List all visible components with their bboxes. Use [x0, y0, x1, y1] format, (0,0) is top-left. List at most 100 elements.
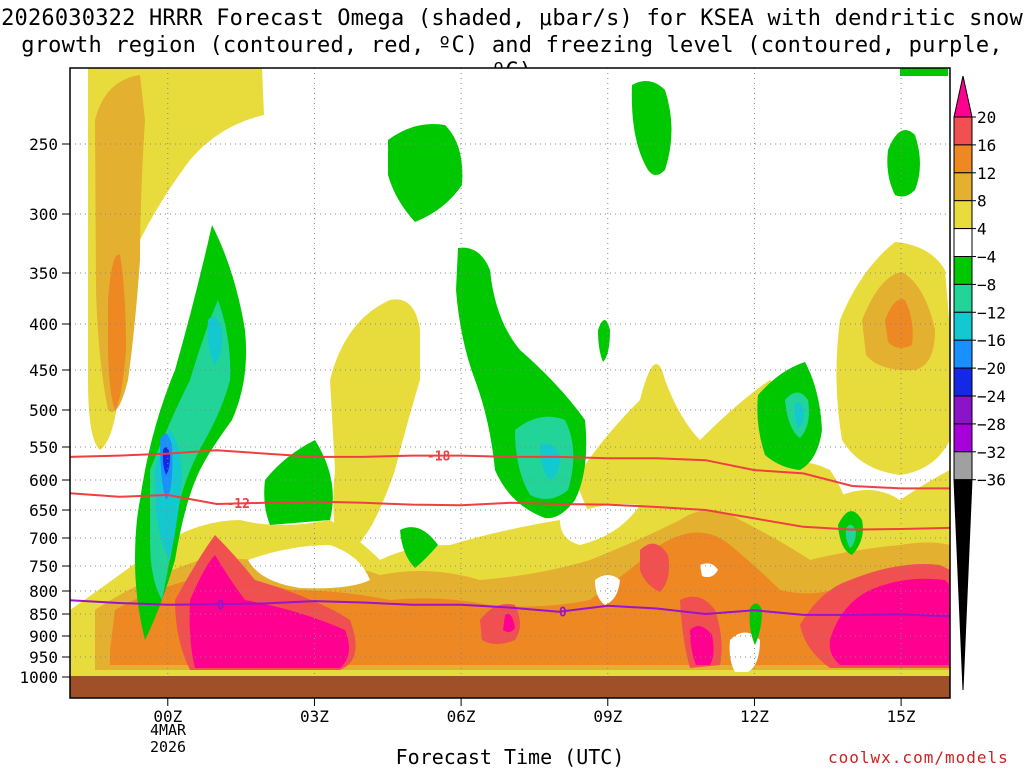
colorbar-swatch-6: [953, 256, 973, 285]
sm-gap-2: [560, 504, 640, 545]
y-tick-label-950: 950: [29, 648, 58, 667]
contour-label-freezing-level: 0: [559, 606, 567, 621]
ground-surface: [70, 676, 950, 698]
colorbar-swatch-10: [953, 367, 973, 397]
colorbar-swatch-3: [953, 172, 973, 202]
sm-mag-1500: [829, 578, 950, 665]
colorbar-swatch-7: [953, 283, 973, 313]
colorbar-bottom-triangle: [953, 479, 973, 691]
y-tick-label-650: 650: [29, 501, 58, 520]
omega-shading: [70, 68, 950, 698]
y-tick-label-400: 400: [29, 315, 58, 334]
chart-title-line-1: 2026030322 HRRR Forecast Omega (shaded, …: [1, 6, 1023, 31]
colorbar-label: 4: [977, 220, 987, 239]
temperature-contours: -18 -12 0 0: [70, 449, 950, 621]
sm-green-0500b: [400, 527, 438, 568]
contour-label--18C: -18: [427, 450, 451, 465]
contour-label--12C: -12: [226, 497, 249, 512]
colorbar-label: −16: [977, 331, 1006, 350]
x-tick-label-06Z: 06Z: [447, 707, 476, 726]
colorbar-label: 20: [977, 108, 996, 127]
x-tick-label-15Z: 15Z: [887, 707, 916, 726]
sm-gap-1: [248, 545, 370, 589]
sm-mag-0700: [503, 613, 515, 633]
colorbar-label: 12: [977, 164, 996, 183]
sm-green-0900: [598, 320, 610, 362]
sm-green-topright: [900, 68, 948, 76]
y-tick-label-450: 450: [29, 361, 58, 380]
date-label-year: 2026: [149, 738, 187, 756]
colorbar-top-triangle: [953, 75, 973, 118]
colorbar-label: −36: [977, 471, 1006, 490]
date-label: 4MAR 2026: [133, 722, 203, 756]
colorbar-swatch-1: [953, 116, 973, 146]
colorbar: 20 16 12 8 4 −4 −8 −12 −16 −20 −24 −28 −32 −36: [953, 75, 1006, 691]
sm-cyan-1300: [794, 402, 804, 428]
colorbar-label: −12: [977, 303, 1006, 322]
colorbar-label: −4: [977, 248, 996, 267]
sm-green-1500: [887, 130, 920, 197]
colorbar-label: −28: [977, 415, 1006, 434]
y-tick-label-800: 800: [29, 582, 58, 601]
sm-mag-0000: [189, 555, 349, 668]
x-tick-label-00Z: 00Z: [153, 707, 182, 726]
site-credit: coolwx.com/models: [828, 748, 1009, 767]
contour--18C: [70, 449, 950, 490]
sm-yellow-1405: [780, 462, 849, 520]
y-tick-label-550: 550: [29, 438, 58, 457]
pressure-axis: 250 300 350 400 450 500 550 600 650 700 750 800 850 9…: [19, 135, 70, 687]
y-tick-label-250: 250: [29, 135, 58, 154]
time-axis: 00Z 03Z 06Z 09Z 12Z 15Z: [153, 698, 916, 726]
colorbar-swatch-9: [953, 339, 973, 369]
colorbar-swatch-13: [953, 451, 973, 481]
sm-gap-3: [595, 575, 620, 605]
x-tick-label-03Z: 03Z: [300, 707, 329, 726]
y-tick-label-300: 300: [29, 205, 58, 224]
colorbar-label: −8: [977, 275, 996, 294]
colorbar-label: 8: [977, 192, 987, 211]
contour-label-freezing-level: 0: [217, 598, 225, 613]
sm-red-1000: [640, 543, 669, 592]
sm-orange-far-right: [885, 299, 913, 348]
colorbar-swatch-12: [953, 423, 973, 453]
sm-cyan-0800: [540, 443, 560, 480]
colorbar-swatch-11: [953, 395, 973, 425]
sm-green-1000: [631, 81, 672, 175]
y-tick-label-750: 750: [29, 557, 58, 576]
colorbar-swatch-4: [953, 200, 973, 230]
colorbar-label: −32: [977, 443, 1006, 462]
y-tick-label-500: 500: [29, 401, 58, 420]
grid-lines: [70, 68, 950, 676]
contour--12C: [70, 492, 950, 531]
x-tick-label-09Z: 09Z: [593, 707, 622, 726]
x-axis-title: Forecast Time (UTC): [395, 745, 625, 769]
colorbar-label: −20: [977, 359, 1006, 378]
sm-cyan-0030: [207, 316, 223, 365]
sm-gap-4: [729, 632, 760, 672]
sm-gold-upper-left: [95, 75, 145, 412]
sm-green-0300: [264, 440, 333, 525]
y-tick-label-900: 900: [29, 627, 58, 646]
colorbar-label: 16: [977, 136, 996, 155]
y-tick-label-350: 350: [29, 264, 58, 283]
sm-gap-5: [700, 563, 718, 578]
y-tick-label-700: 700: [29, 529, 58, 548]
sm-orange-upper-left: [108, 254, 126, 410]
colorbar-swatch-8: [953, 311, 973, 341]
contour-freezing-level: [70, 599, 950, 618]
y-tick-label-1000: 1000: [19, 668, 58, 687]
x-tick-label-12Z: 12Z: [740, 707, 769, 726]
chart-title-line-2: growth region (contoured, red, ºC) and f…: [21, 33, 1003, 84]
sm-green-0500: [388, 124, 463, 222]
colorbar-swatch-5: [953, 228, 973, 258]
sm-sea-1400: [845, 524, 856, 548]
sm-yellow-mid-plume: [330, 299, 420, 560]
colorbar-label: −24: [977, 387, 1006, 406]
y-tick-label-850: 850: [29, 605, 58, 624]
colorbar-swatch-2: [953, 144, 973, 174]
date-label-day: 4MAR: [149, 721, 187, 739]
y-tick-label-600: 600: [29, 471, 58, 490]
plot-frame: [69, 67, 951, 699]
sm-green-1200: [749, 603, 762, 645]
